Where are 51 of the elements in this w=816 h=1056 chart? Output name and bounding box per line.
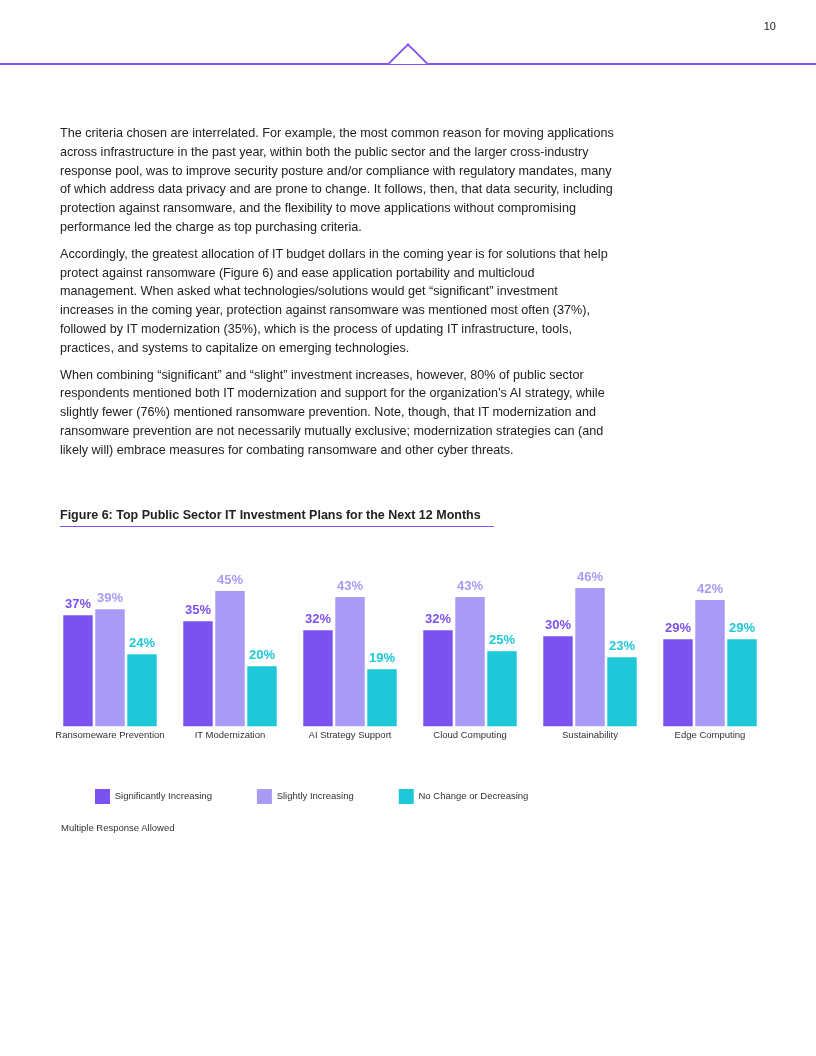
legend-label: No Change or Decreasing [418,790,529,802]
x-tick-label: Edge Computing [674,728,746,740]
bar [247,666,277,727]
data-label: 43% [456,578,484,594]
text: The criteria chosen are interrelated. For example, the most common reason for moving applications across infrastructure in the past year, within both the public sector and the larger cross-industry response pool, was to improve security posture and/or compliance with regulatory mandates, many of which address data privacy and are prone to change. It follows, then, that data security, including protection against ransomware, and the flexibility to move applications without compromising performance led the charge as top purchasing criteria. [60,125,615,236]
x-tick-label: Cloud Computing [433,728,507,740]
x-tick-label: Sustainability [562,728,619,740]
data-label: 23% [608,638,636,654]
data-label: 20% [248,647,276,663]
text: When combining “significant” and “slight” investment increases, however, 80% of public sector respondents mentioned both IT modernization and support for the organization’s AI strategy, while slightly fewer (76%) mentioned ransomware prevention. Note, though, that IT modernization and ransomware prevention are not necessarily mutually exclusive; modernization strategies can (and likely will) embrace measures for combating ransomware and other cyber threats. [60,366,606,459]
data-label: 25% [488,632,516,648]
bar [575,588,605,727]
data-label: 43% [336,578,364,594]
bar [63,615,93,727]
legend-label: Significantly Increasing [114,790,212,802]
data-label: 45% [216,572,244,588]
data-label: 39% [96,590,124,606]
data-label: 32% [304,611,332,627]
bar [183,621,213,727]
data-label: 30% [544,617,572,633]
data-label: 24% [128,635,156,651]
bar [127,654,157,727]
data-label: 29% [728,620,756,636]
x-tick-label: IT Modernization [194,728,266,740]
bar [215,591,245,727]
legend-label: Slightly Increasing [276,790,354,802]
text: 10 [763,20,776,32]
bar [455,597,485,727]
data-label: 19% [368,650,396,666]
bar [695,600,725,727]
data-label: 42% [696,581,724,597]
bar [543,636,573,727]
data-label: 37% [64,596,92,612]
bar [335,597,365,727]
bar [727,639,757,727]
bar [95,609,125,727]
bar [303,630,333,727]
chart-title: Figure 6: Top Public Sector IT Investment Plans for the Next 12 Months [60,508,494,527]
x-tick-label: AI Strategy Support [308,728,392,740]
bar [663,639,693,727]
data-label: 29% [664,620,692,636]
bar [423,630,453,727]
data-label: 32% [424,611,452,627]
bar [607,657,637,727]
bar [487,651,517,727]
bar [367,669,397,727]
data-label: 35% [184,602,212,618]
data-label: 46% [576,569,604,585]
text: Multiple Response Allowed [61,822,175,833]
text: Accordingly, the greatest allocation of IT budget dollars in the coming year is for solutions that help protect against ransomware (Figure 6) and ease application portability and multicloud management. When asked what technologies/solutions would get “significant” investment increases in the coming year, protection against ransomware was mentioned most often (37%), followed by IT modernization (35%), which is the process of updating IT infrastructure, tools, practices, and systems to capitalize on emerging technologies. [60,245,609,357]
x-tick-label: Ransomeware Prevention [55,728,165,740]
